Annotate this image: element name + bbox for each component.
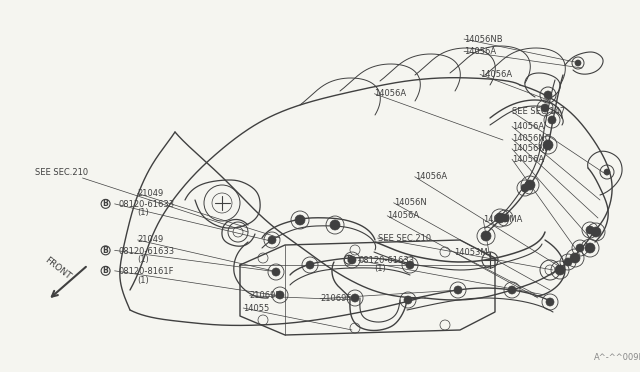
Text: 08120-61633: 08120-61633 <box>118 247 175 256</box>
Circle shape <box>541 104 549 112</box>
Circle shape <box>604 169 610 175</box>
Text: 14055: 14055 <box>243 304 269 312</box>
Circle shape <box>404 296 412 304</box>
Circle shape <box>295 215 305 225</box>
Circle shape <box>481 231 491 241</box>
Circle shape <box>564 258 572 266</box>
Text: A^-^^009R: A^-^^009R <box>595 353 640 362</box>
Text: 21069F: 21069F <box>250 291 281 300</box>
Text: B: B <box>103 266 108 275</box>
Circle shape <box>351 294 359 302</box>
Circle shape <box>454 286 462 294</box>
Circle shape <box>543 140 553 150</box>
Text: 14056N: 14056N <box>394 198 426 207</box>
Text: 14056A: 14056A <box>387 211 419 220</box>
Text: 08120-61633: 08120-61633 <box>358 256 415 265</box>
Text: SEE SEC.147: SEE SEC.147 <box>512 107 565 116</box>
Text: 14056A: 14056A <box>464 47 496 56</box>
Circle shape <box>272 268 280 276</box>
Text: 21069F: 21069F <box>320 294 351 303</box>
Text: 08120-8161F: 08120-8161F <box>118 267 174 276</box>
Text: SEE SEC.210: SEE SEC.210 <box>35 169 88 177</box>
Text: (1): (1) <box>138 208 149 217</box>
Text: B: B <box>103 199 108 208</box>
Circle shape <box>546 298 554 306</box>
Circle shape <box>501 214 509 222</box>
Text: 21049: 21049 <box>138 235 164 244</box>
Text: (1): (1) <box>138 276 149 285</box>
Circle shape <box>330 220 340 230</box>
Text: 14056NA: 14056NA <box>512 144 550 153</box>
Text: FRONT: FRONT <box>44 255 73 281</box>
Text: B: B <box>103 246 108 255</box>
Text: 14053M: 14053M <box>454 248 488 257</box>
Circle shape <box>575 60 581 66</box>
Text: SEE SEC.210: SEE SEC.210 <box>378 234 431 243</box>
Text: 14056A: 14056A <box>512 122 544 131</box>
Text: 14056A: 14056A <box>415 172 447 181</box>
Circle shape <box>548 116 556 124</box>
Circle shape <box>585 243 595 253</box>
Text: 14053MA: 14053MA <box>483 215 523 224</box>
Text: 14056A: 14056A <box>480 70 512 79</box>
Circle shape <box>495 213 505 223</box>
Text: (1): (1) <box>138 255 149 264</box>
Circle shape <box>521 184 529 192</box>
Circle shape <box>591 227 601 237</box>
Text: 14056NB: 14056NB <box>464 35 502 44</box>
Circle shape <box>544 91 552 99</box>
Circle shape <box>268 236 276 244</box>
Circle shape <box>306 261 314 269</box>
Text: (1): (1) <box>374 264 386 273</box>
Text: 14056NC: 14056NC <box>512 134 550 143</box>
Circle shape <box>508 286 516 294</box>
Circle shape <box>348 256 356 264</box>
Circle shape <box>586 226 594 234</box>
Text: 14056A: 14056A <box>374 89 406 98</box>
Circle shape <box>276 291 284 299</box>
Text: 14056A: 14056A <box>512 155 544 164</box>
Text: B: B <box>346 255 351 264</box>
Text: 21049: 21049 <box>138 189 164 198</box>
Circle shape <box>576 244 584 252</box>
Circle shape <box>570 253 580 263</box>
Text: 08120-61633: 08120-61633 <box>118 200 175 209</box>
Circle shape <box>406 261 414 269</box>
Circle shape <box>555 265 565 275</box>
Circle shape <box>525 180 535 190</box>
